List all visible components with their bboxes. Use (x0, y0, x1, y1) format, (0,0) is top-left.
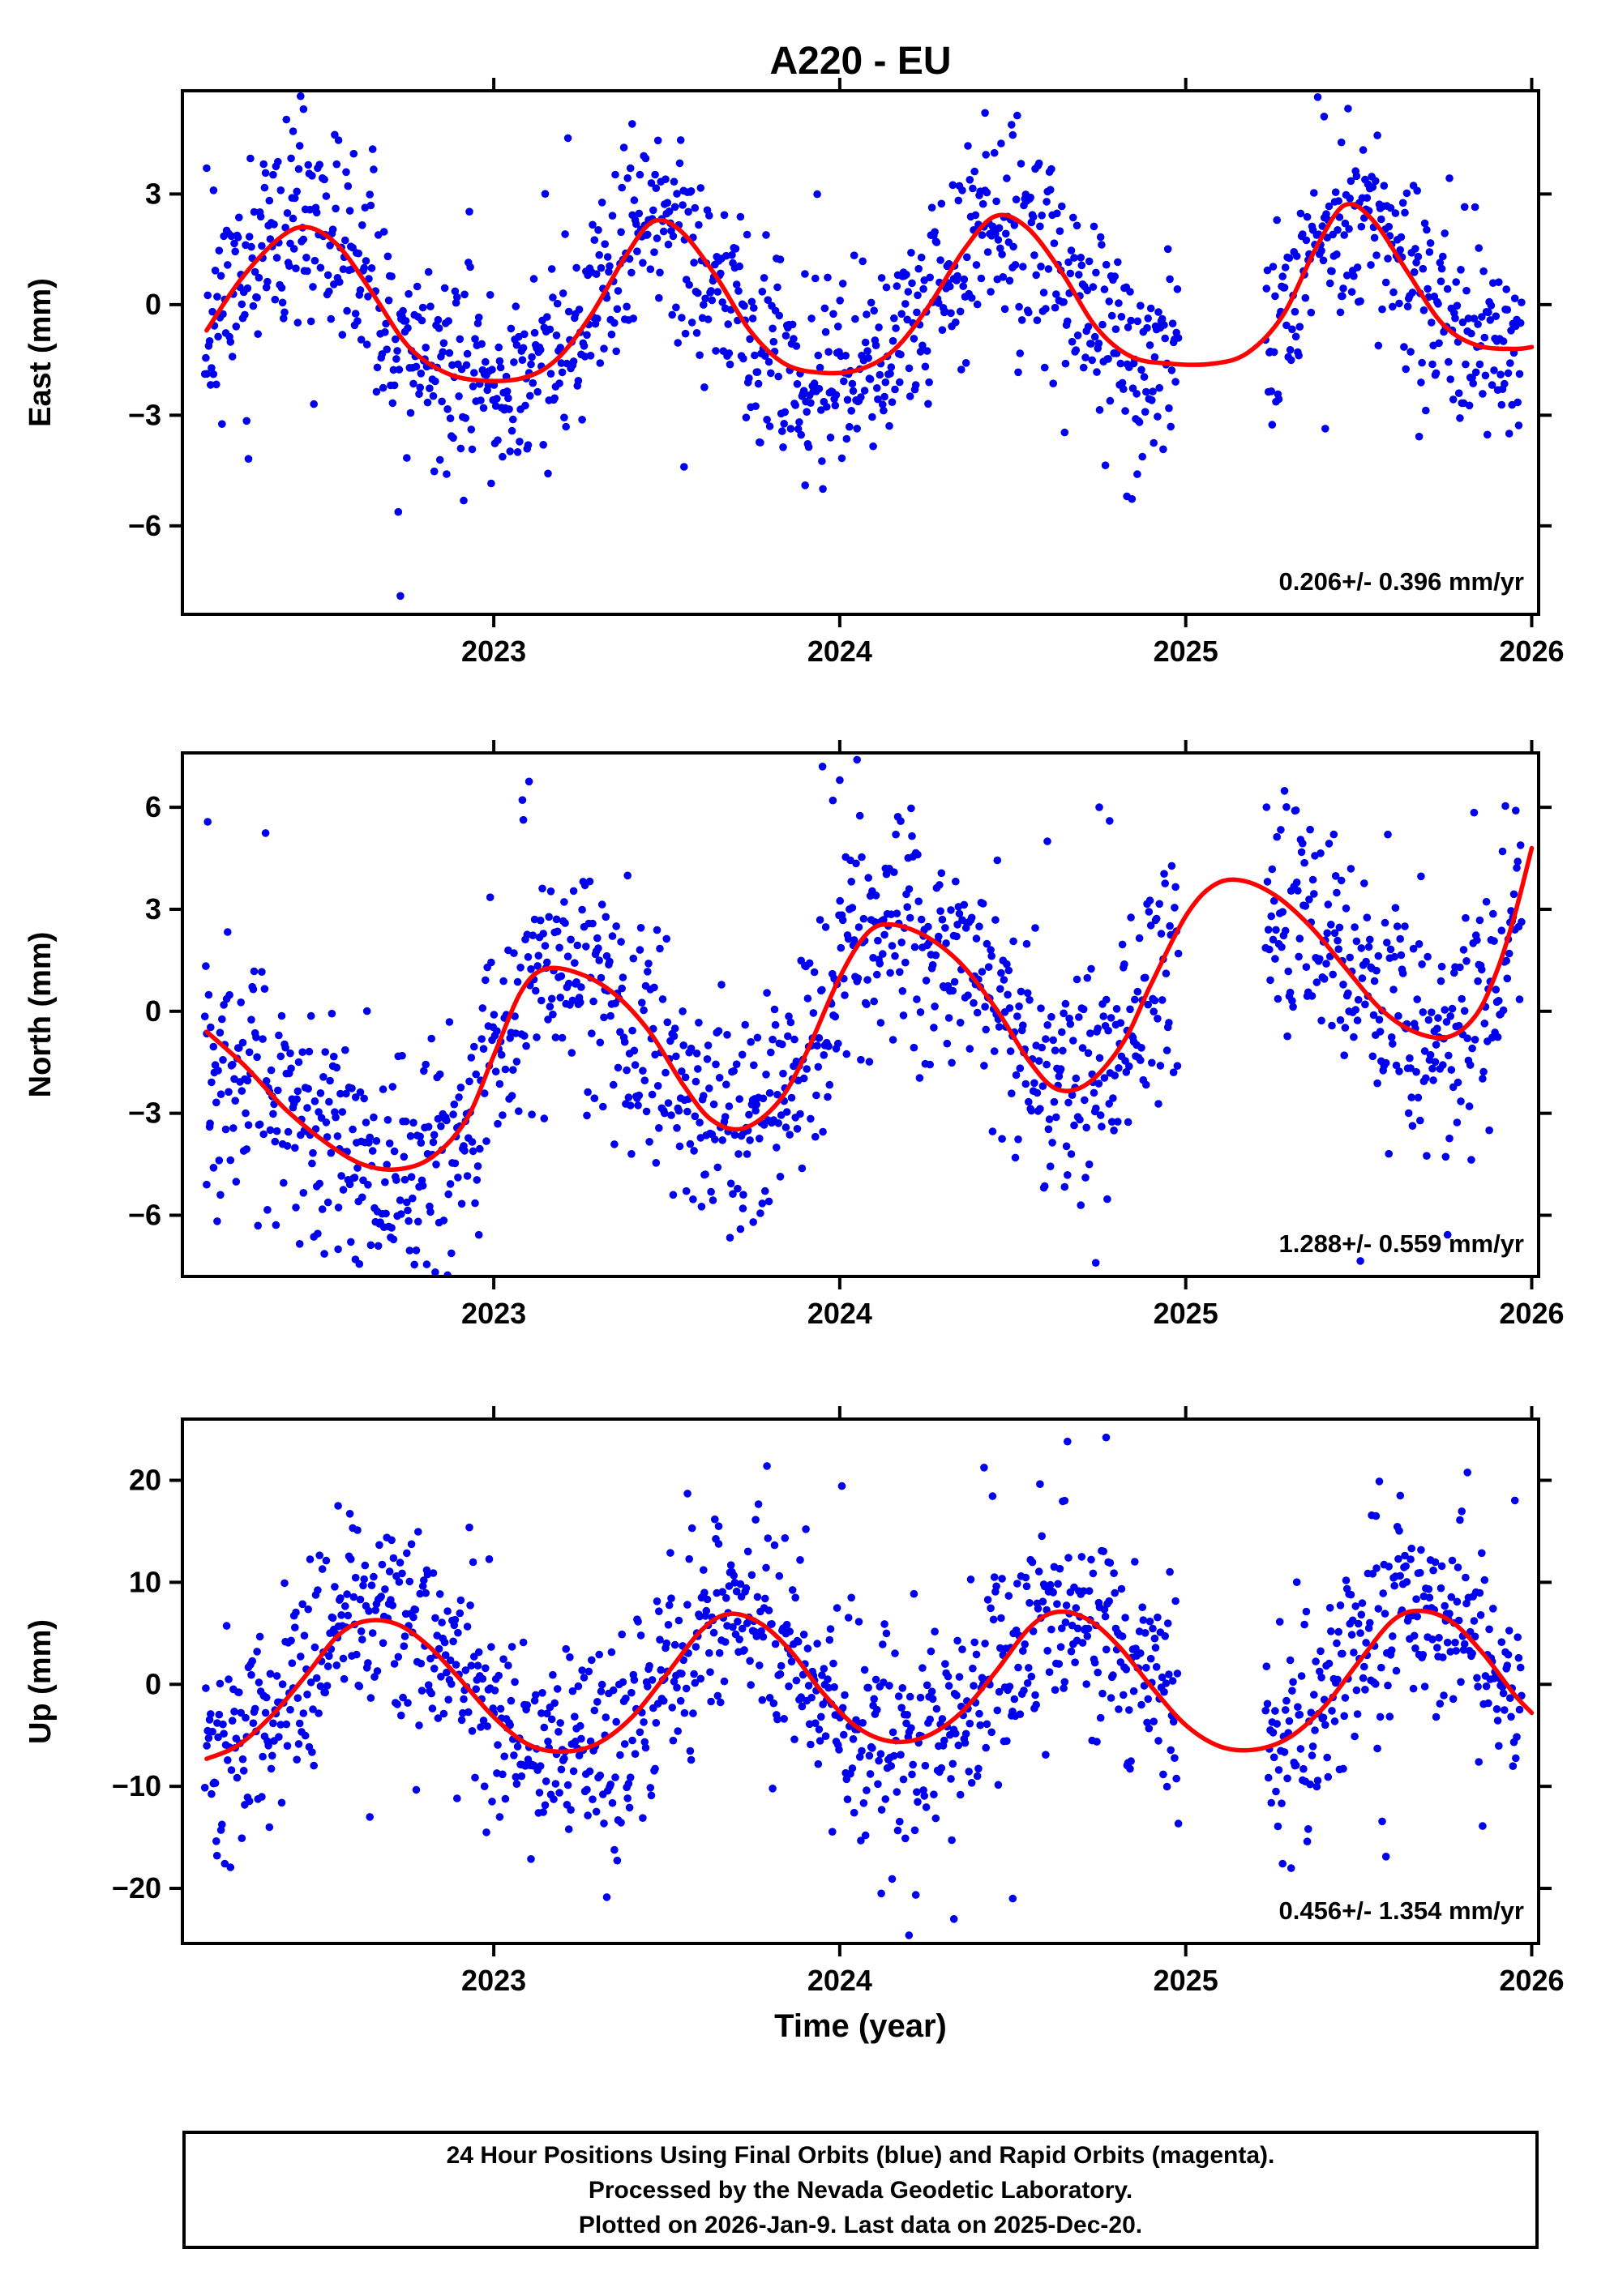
caption-line-1: 24 Hour Positions Using Final Orbits (bl… (446, 2141, 1275, 2169)
panel-up-xtick-label: 2023 (461, 1964, 526, 1997)
panel-east-scatter (200, 92, 1526, 601)
panel-up-xtick-label: 2024 (807, 1964, 872, 1997)
panel-east-ylabel: East (mm) (24, 278, 58, 427)
panel-east-rate-annotation: 0.206+/- 0.396 mm/yr (1279, 567, 1524, 596)
panel-north-ylabel: North (mm) (24, 932, 58, 1098)
panel-up-xtick-label: 2025 (1154, 1964, 1218, 1997)
panel-east-xtick-label: 2024 (807, 635, 872, 668)
panel-east-frame (181, 89, 1540, 616)
caption-line-2: Processed by the Nevada Geodetic Laborat… (588, 2176, 1133, 2204)
panel-up-frame (181, 1417, 1540, 1945)
panel-east-model-curve (204, 201, 1535, 383)
panel-north-model-curve (204, 845, 1535, 1172)
panel-north-frame (181, 751, 1540, 1278)
x-axis-title: Time (year) (774, 2008, 947, 2044)
panel-north-xtick-label: 2026 (1499, 1297, 1564, 1330)
panel-up-ytick-label: −10 (112, 1769, 161, 1802)
panel-up-ytick-label: 20 (129, 1464, 161, 1497)
caption-box: 24 Hour Positions Using Final Orbits (bl… (182, 2131, 1539, 2249)
panel-north-ytick-label: 3 (145, 892, 161, 926)
panel-north-xtick-label: 2025 (1154, 1297, 1218, 1330)
panel-east-xtick-label: 2025 (1154, 635, 1218, 668)
panel-east-ytick-label: 3 (145, 177, 161, 210)
panel-up-ytick-label: 10 (129, 1565, 161, 1598)
panel-up-ytick-label: 0 (145, 1667, 161, 1700)
plot-title: A220 - EU (769, 40, 952, 83)
panel-up-scatter (200, 1433, 1526, 1939)
panel-east-xtick-label: 2023 (461, 635, 526, 668)
panel-north-ytick-label: −3 (128, 1097, 161, 1130)
panel-up-ytick-label: −20 (112, 1871, 161, 1905)
panel-east-ytick-label: 0 (145, 288, 161, 321)
panel-north-xtick-label: 2024 (807, 1297, 872, 1330)
panel-east-ytick-label: −3 (128, 398, 161, 431)
panel-north-xtick-label: 2023 (461, 1297, 526, 1330)
panel-north-scatter (200, 755, 1526, 1276)
panel-north-ytick-label: 6 (145, 790, 161, 823)
panel-up-model-curve (204, 1608, 1535, 1761)
panel-east-xtick-label: 2026 (1499, 635, 1564, 668)
caption-line-3: Plotted on 2026-Jan-9. Last data on 2025… (578, 2211, 1143, 2238)
panel-north-ytick-label: 0 (145, 994, 161, 1028)
panel-north-rate-annotation: 1.288+/- 0.559 mm/yr (1279, 1229, 1524, 1258)
panel-north-ytick-label: −6 (128, 1198, 161, 1231)
panel-up-xtick-label: 2026 (1499, 1964, 1564, 1997)
panel-up-rate-annotation: 0.456+/- 1.354 mm/yr (1279, 1896, 1524, 1925)
panel-east-ytick-label: −6 (128, 509, 161, 542)
panel-up-ylabel: Up (mm) (24, 1619, 58, 1744)
